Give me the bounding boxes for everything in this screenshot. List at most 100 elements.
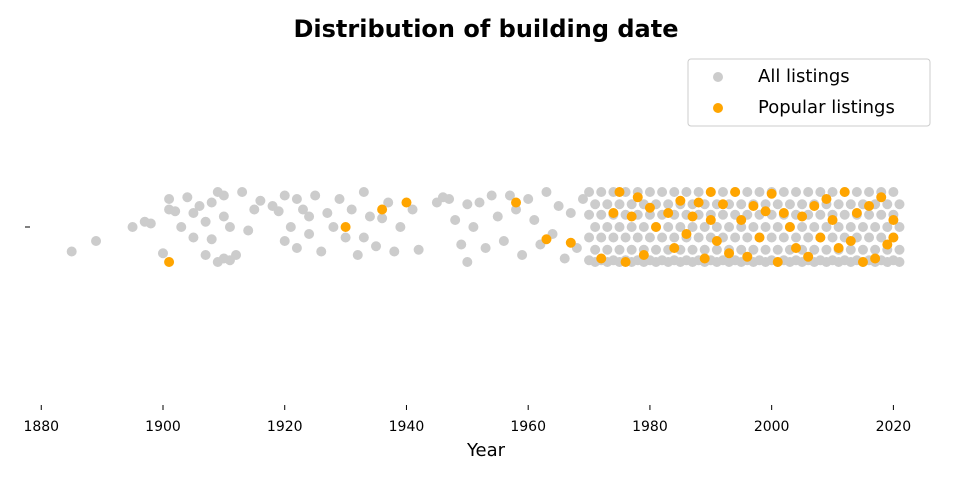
point — [876, 192, 887, 203]
point — [596, 253, 607, 264]
point — [644, 202, 655, 213]
point — [224, 222, 235, 232]
point — [565, 208, 576, 218]
point — [797, 222, 808, 232]
point — [803, 232, 814, 243]
point — [772, 222, 783, 232]
point — [882, 222, 893, 232]
point — [413, 244, 424, 255]
point — [784, 222, 795, 232]
point — [821, 222, 832, 232]
point — [864, 187, 875, 197]
legend-marker — [713, 72, 723, 82]
point — [675, 195, 686, 206]
point — [291, 243, 302, 253]
point — [657, 187, 668, 197]
point — [304, 211, 315, 222]
x-tick-label: 2020 — [876, 419, 912, 435]
point — [596, 209, 607, 220]
point — [541, 234, 552, 245]
point — [504, 190, 515, 201]
point — [778, 187, 789, 197]
point — [194, 201, 205, 211]
point — [206, 197, 217, 208]
point — [237, 187, 248, 197]
point — [297, 204, 308, 215]
point — [176, 222, 187, 232]
point — [845, 222, 856, 232]
point — [444, 194, 455, 204]
point — [717, 187, 728, 197]
point — [626, 244, 637, 255]
point — [833, 243, 844, 253]
point — [742, 232, 753, 243]
point — [821, 194, 832, 204]
point — [614, 199, 625, 210]
point — [888, 232, 899, 243]
point — [736, 244, 747, 255]
point — [882, 239, 893, 250]
point — [164, 257, 175, 267]
point — [608, 208, 619, 218]
point — [815, 232, 826, 243]
point — [748, 244, 759, 255]
point — [742, 187, 753, 197]
point — [791, 187, 802, 197]
point — [614, 244, 625, 255]
point — [383, 197, 394, 208]
point — [602, 244, 613, 255]
point — [614, 187, 625, 197]
point — [602, 199, 613, 210]
point — [395, 222, 406, 232]
point — [760, 244, 771, 255]
point — [784, 199, 795, 210]
point — [474, 197, 485, 208]
point — [608, 232, 619, 243]
point — [188, 232, 199, 243]
point — [748, 201, 759, 211]
point — [638, 222, 649, 232]
point — [188, 208, 199, 218]
point — [797, 211, 808, 222]
point — [754, 232, 765, 243]
point — [91, 236, 102, 246]
point — [705, 215, 716, 225]
point — [626, 211, 637, 222]
point — [845, 236, 856, 246]
point — [778, 232, 789, 243]
point — [358, 232, 369, 243]
point — [894, 257, 905, 267]
point — [803, 251, 814, 262]
point — [523, 194, 534, 204]
point — [651, 222, 662, 232]
x-tick-label: 1920 — [267, 419, 303, 435]
point — [492, 211, 503, 222]
point — [803, 187, 814, 197]
point — [711, 236, 722, 246]
point — [857, 222, 868, 232]
point — [358, 187, 369, 197]
point — [218, 190, 229, 201]
point — [541, 187, 552, 197]
legend-marker — [713, 103, 723, 113]
x-tick-label: 1940 — [389, 419, 425, 435]
point — [809, 201, 820, 211]
point — [632, 192, 643, 203]
chart-title: Distribution of building date — [293, 15, 678, 43]
point — [760, 199, 771, 210]
point — [888, 215, 899, 225]
point — [778, 208, 789, 218]
point — [565, 237, 576, 248]
point — [644, 187, 655, 197]
point — [620, 257, 631, 267]
point — [736, 215, 747, 225]
point — [791, 232, 802, 243]
point — [815, 187, 826, 197]
point — [730, 187, 741, 197]
point — [675, 222, 686, 232]
point — [145, 218, 156, 229]
point — [218, 211, 229, 222]
point — [724, 248, 735, 259]
point — [717, 199, 728, 210]
point — [724, 222, 735, 232]
